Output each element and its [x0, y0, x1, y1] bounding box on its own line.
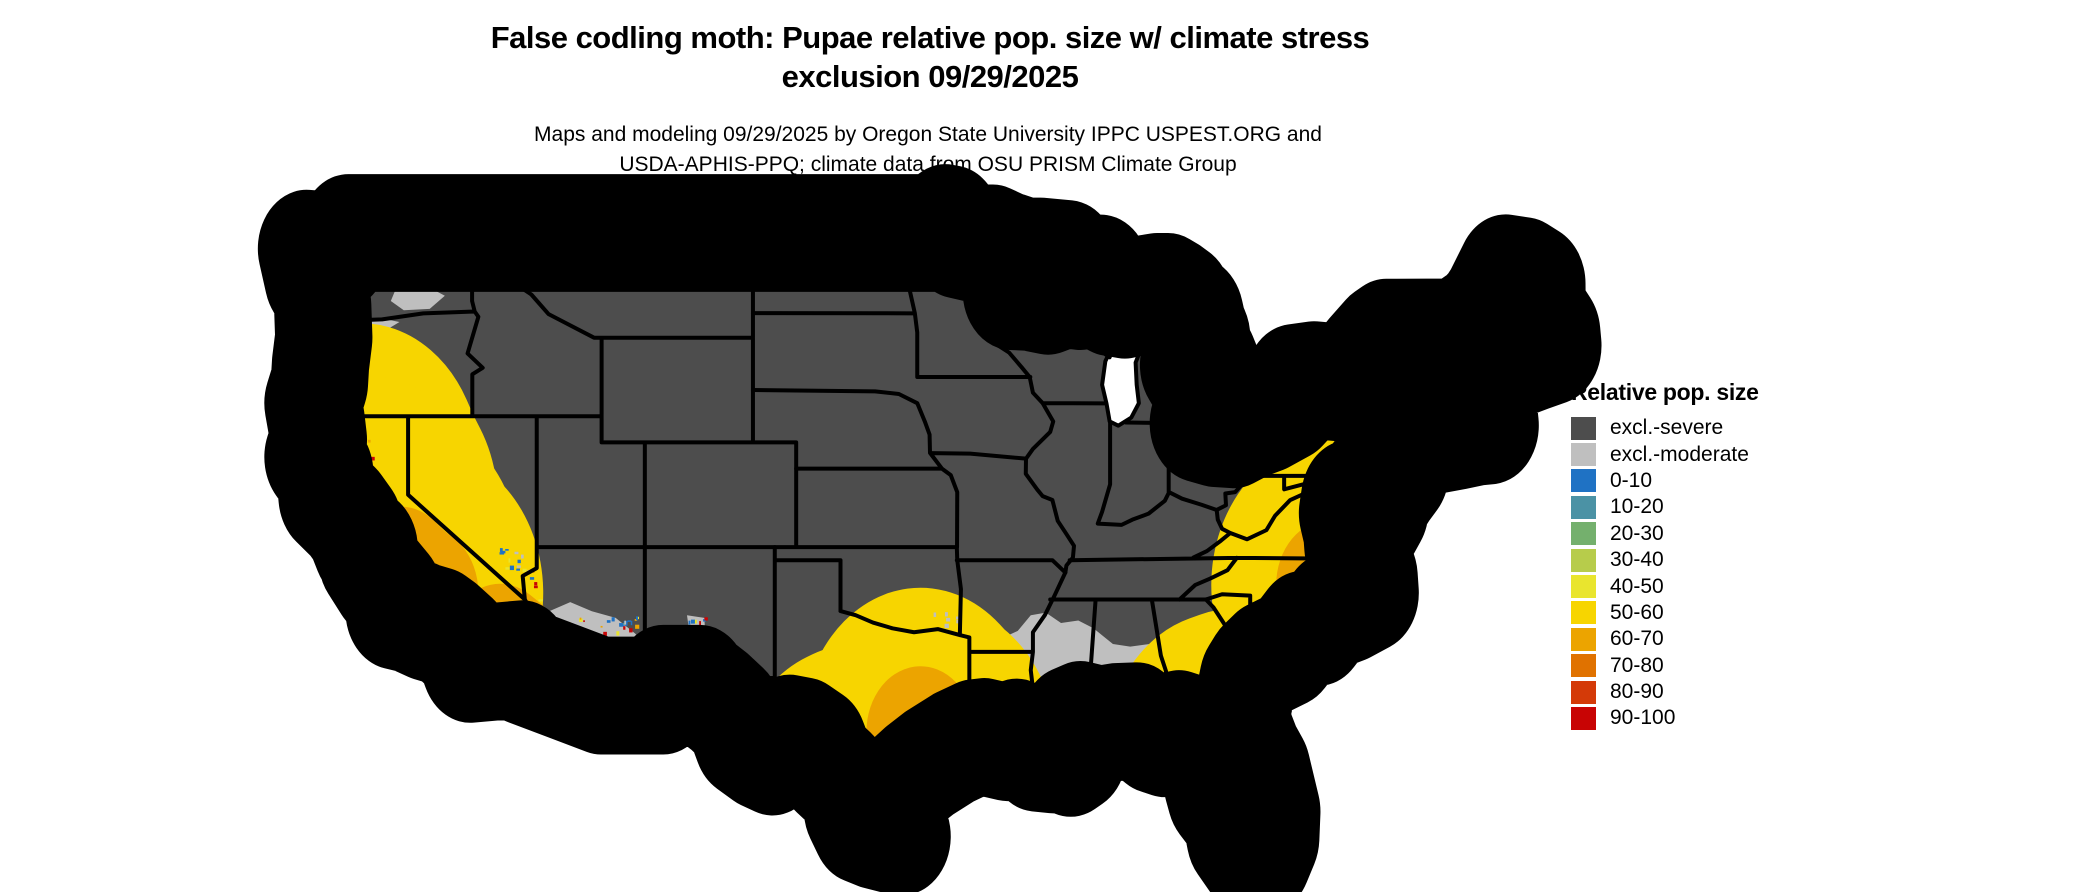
legend-label: 50-60 [1610, 600, 1664, 624]
legend-item: 50-60 [1571, 600, 1759, 626]
legend-label: 60-70 [1610, 627, 1664, 651]
legend-swatch [1571, 601, 1596, 625]
map-subtitle: Maps and modeling 09/29/2025 by Oregon S… [534, 120, 1322, 180]
legend-swatch [1571, 548, 1596, 572]
legend-label: 40-50 [1610, 574, 1664, 598]
legend-item: 0-10 [1571, 468, 1759, 494]
legend-item: 10-20 [1571, 494, 1759, 520]
legend-item: excl.-severe [1571, 415, 1759, 441]
legend-label: excl.-moderate [1610, 442, 1749, 466]
legend-label: 80-90 [1610, 680, 1664, 704]
legend-item: 80-90 [1571, 679, 1759, 705]
map-subtitle-line1: Maps and modeling 09/29/2025 by Oregon S… [534, 123, 1322, 146]
legend-label: 10-20 [1610, 495, 1664, 519]
legend-item: 40-50 [1571, 573, 1759, 599]
legend-label: 30-40 [1610, 548, 1664, 572]
legend-swatch [1571, 522, 1596, 546]
legend-swatch [1571, 443, 1596, 467]
legend-item: 20-30 [1571, 521, 1759, 547]
map-title: False codling moth: Pupae relative pop. … [491, 18, 1370, 96]
legend-item: 30-40 [1571, 547, 1759, 573]
legend-swatch [1571, 575, 1596, 599]
legend-swatch [1571, 627, 1596, 651]
map-title-line2: exclusion 09/29/2025 [781, 59, 1079, 94]
legend-items: excl.-severe excl.-moderate 0-10 10-20 20-30… [1571, 415, 1759, 732]
map-projection-group [306, 223, 1552, 872]
legend-swatch [1571, 654, 1596, 678]
legend-item: 70-80 [1571, 653, 1759, 679]
map-subtitle-line2: USDA-APHIS-PPQ; climate data from OSU PR… [619, 153, 1237, 176]
legend-label: 0-10 [1610, 468, 1653, 492]
legend-item: 90-100 [1571, 705, 1759, 731]
legend-swatch [1571, 495, 1596, 519]
legend-label: 90-100 [1610, 706, 1676, 730]
legend-item: excl.-moderate [1571, 441, 1759, 467]
legend-label: 20-30 [1610, 521, 1664, 545]
legend-label: excl.-severe [1610, 416, 1724, 440]
legend-item: 60-70 [1571, 626, 1759, 652]
map-title-line1: False codling moth: Pupae relative pop. … [490, 20, 1370, 55]
legend: Relative pop. size excl.-severe excl.-mod… [1571, 379, 1759, 732]
legend-swatch [1571, 416, 1596, 440]
legend-title: Relative pop. size [1571, 379, 1759, 405]
legend-swatch [1571, 706, 1596, 730]
legend-label: 70-80 [1610, 653, 1664, 677]
legend-swatch [1571, 469, 1596, 493]
legend-swatch [1571, 680, 1596, 704]
